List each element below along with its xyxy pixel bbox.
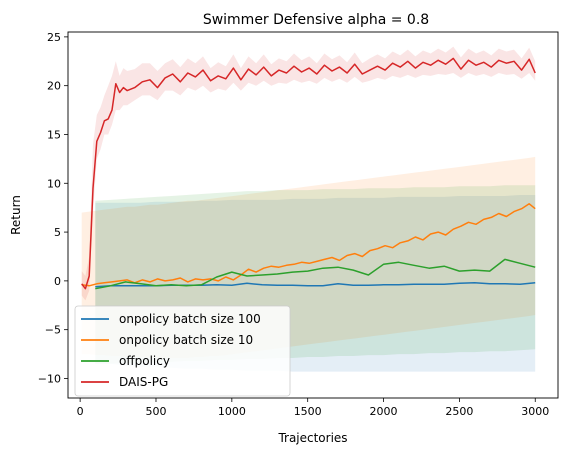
legend-label-2: offpolicy [119, 354, 170, 368]
y-tick-label: −10 [38, 372, 61, 385]
legend-label-3: DAIS-PG [119, 375, 168, 389]
x-axis-ticks: 0 500 1000 1500 2000 2500 3000 [77, 398, 549, 418]
y-tick-label: 20 [47, 80, 61, 93]
y-tick-label: 25 [47, 31, 61, 44]
y-axis-ticks: −10 −5 0 5 10 15 20 25 [38, 31, 68, 385]
series-line-3 [81, 57, 536, 290]
legend-box [74, 305, 291, 397]
x-tick-label: 2000 [370, 405, 398, 418]
series-line-2 [95, 258, 536, 290]
y-tick-label: 15 [47, 128, 61, 141]
series-line-1 [81, 203, 536, 287]
legend-label-1: onpolicy batch size 10 [119, 333, 253, 347]
y-tick-label: 0 [54, 275, 61, 288]
chart-title: Swimmer Defensive alpha = 0.8 [203, 12, 429, 28]
x-tick-label: 500 [145, 405, 166, 418]
x-tick-label: 3000 [521, 405, 549, 418]
x-tick-label: 1000 [218, 405, 246, 418]
x-axis-label: Trajectories [277, 431, 347, 445]
y-axis-label: Return [9, 195, 23, 235]
y-tick-label: −5 [45, 324, 61, 337]
x-tick-label: 1500 [294, 405, 322, 418]
legend-label-0: onpolicy batch size 100 [119, 312, 261, 326]
y-tick-label: 5 [54, 226, 61, 239]
series-lines [81, 57, 536, 290]
y-tick-label: 10 [47, 177, 61, 190]
series-band-3 [81, 46, 536, 301]
legend: onpolicy batch size 100 onpolicy batch si… [74, 305, 291, 397]
plot-frame [67, 31, 559, 399]
x-tick-label: 0 [77, 405, 84, 418]
x-tick-label: 2500 [445, 405, 473, 418]
